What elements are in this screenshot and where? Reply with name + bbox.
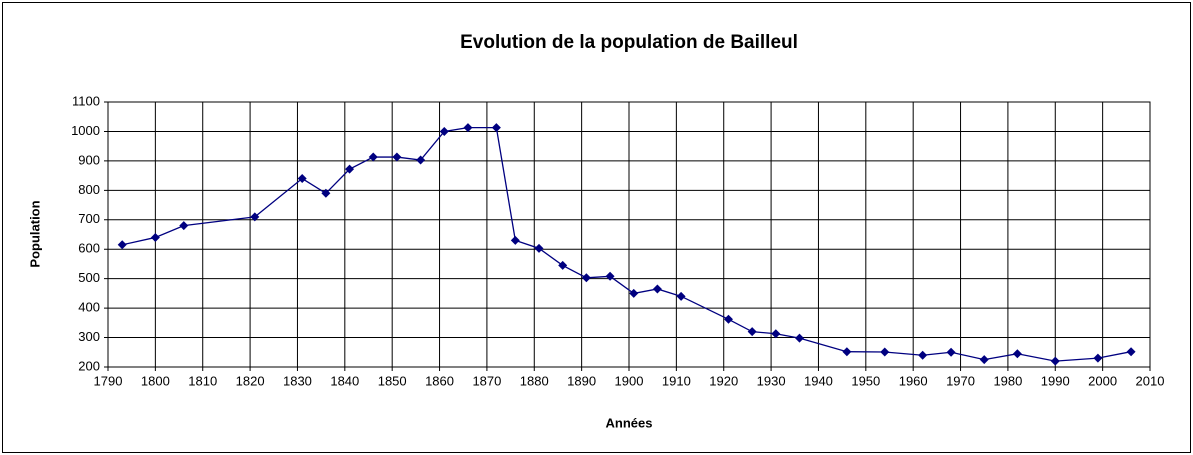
data-point xyxy=(534,243,544,253)
y-tick-label: 300 xyxy=(78,329,100,344)
data-point xyxy=(345,164,355,174)
x-tick-label: 1930 xyxy=(757,373,786,388)
data-point xyxy=(1093,353,1103,363)
x-tick-label: 1840 xyxy=(330,373,359,388)
data-point xyxy=(392,152,402,162)
data-point xyxy=(150,232,160,242)
data-point xyxy=(463,123,473,133)
x-tick-label: 1820 xyxy=(236,373,265,388)
data-point xyxy=(629,288,639,298)
y-tick-label: 700 xyxy=(78,211,100,226)
data-point xyxy=(652,284,662,294)
x-tick-label: 1870 xyxy=(472,373,501,388)
data-point xyxy=(842,347,852,357)
x-tick-label: 1940 xyxy=(804,373,833,388)
data-point xyxy=(676,291,686,301)
data-point xyxy=(946,347,956,357)
chart-title: Evolution de la population de Bailleul xyxy=(460,32,798,53)
data-point xyxy=(880,347,890,357)
y-tick-label: 800 xyxy=(78,182,100,197)
data-point xyxy=(510,235,520,245)
x-tick-label: 2000 xyxy=(1088,373,1117,388)
x-tick-label: 1980 xyxy=(993,373,1022,388)
data-point xyxy=(179,221,189,231)
x-tick-label: 1990 xyxy=(1041,373,1070,388)
data-point xyxy=(605,271,615,281)
x-tick-label: 1890 xyxy=(567,373,596,388)
x-tick-label: 1830 xyxy=(283,373,312,388)
data-point xyxy=(979,355,989,365)
data-point xyxy=(1050,356,1060,366)
data-point xyxy=(918,350,928,360)
data-point xyxy=(723,314,733,324)
y-tick-label: 600 xyxy=(78,241,100,256)
x-tick-label: 2010 xyxy=(1136,373,1165,388)
data-point xyxy=(321,188,331,198)
y-tick-label: 900 xyxy=(78,152,100,167)
data-point xyxy=(581,273,591,283)
data-point xyxy=(250,212,260,222)
data-point xyxy=(297,174,307,184)
x-axis-label: Années xyxy=(606,415,653,430)
x-tick-label: 1790 xyxy=(94,373,123,388)
x-tick-label: 1810 xyxy=(188,373,217,388)
data-point xyxy=(747,327,757,337)
y-tick-label: 1000 xyxy=(71,123,100,138)
x-tick-label: 1900 xyxy=(615,373,644,388)
data-point xyxy=(771,329,781,339)
data-point xyxy=(491,123,501,133)
x-tick-label: 1960 xyxy=(899,373,928,388)
x-tick-label: 1950 xyxy=(851,373,880,388)
data-point xyxy=(368,152,378,162)
data-point xyxy=(1012,349,1022,359)
y-tick-label: 400 xyxy=(78,300,100,315)
data-point xyxy=(439,126,449,136)
x-tick-label: 1970 xyxy=(946,373,975,388)
data-point xyxy=(117,240,127,250)
data-point xyxy=(795,333,805,343)
y-axis-label: Population xyxy=(27,200,42,267)
y-tick-label: 200 xyxy=(78,358,100,373)
x-tick-label: 1880 xyxy=(520,373,549,388)
y-tick-label: 1100 xyxy=(72,93,100,108)
x-tick-label: 1860 xyxy=(425,373,454,388)
series-line xyxy=(122,126,1132,362)
data-point xyxy=(416,155,426,165)
x-tick-label: 1800 xyxy=(141,373,170,388)
data-point xyxy=(558,260,568,270)
data-point xyxy=(1126,347,1136,357)
x-tick-label: 1920 xyxy=(709,373,738,388)
x-tick-label: 1850 xyxy=(378,373,407,388)
x-tick-label: 1910 xyxy=(662,373,691,388)
y-tick-label: 500 xyxy=(78,270,100,285)
